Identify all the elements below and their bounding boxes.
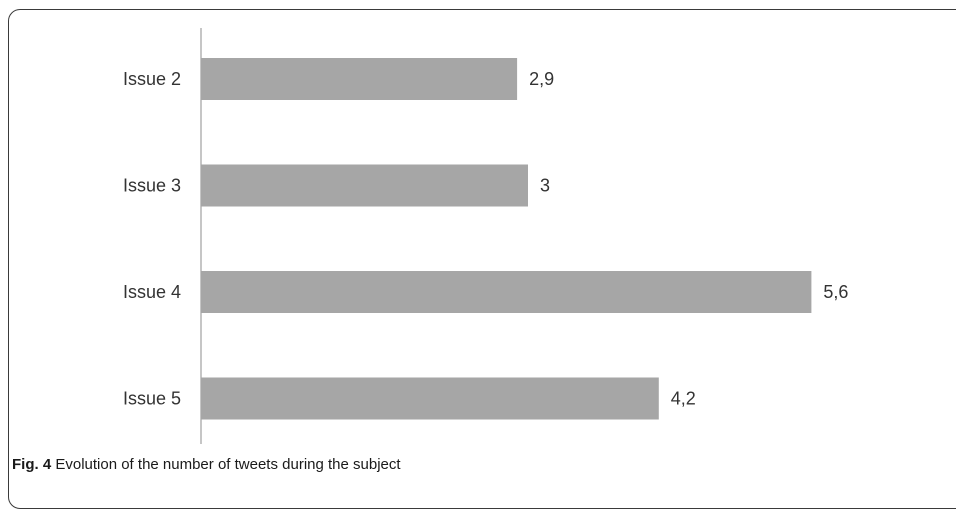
figure-caption: Fig. 4 Evolution of the number of tweets… [12, 456, 401, 473]
value-label: 3 [540, 176, 550, 196]
bar-issue-2 [201, 58, 518, 100]
value-label: 4,2 [671, 389, 696, 409]
category-label: Issue 3 [123, 176, 181, 196]
category-label: Issue 2 [123, 69, 181, 89]
bar-issue-5 [201, 377, 659, 420]
category-label: Issue 4 [123, 282, 181, 302]
value-label: 2,9 [529, 69, 554, 89]
bar-issue-4 [201, 271, 812, 313]
bar-issue-3 [201, 164, 528, 207]
bar-chart: Issue 2 2,9 Issue 3 3 Issue 4 5,6 Issue 5 4,2 [123, 28, 848, 444]
category-label: Issue 5 [123, 389, 181, 409]
figure-caption-text: Evolution of the number of tweets during… [55, 456, 401, 473]
figure-number: Fig. 4 [12, 456, 52, 473]
value-label: 5,6 [823, 282, 848, 302]
